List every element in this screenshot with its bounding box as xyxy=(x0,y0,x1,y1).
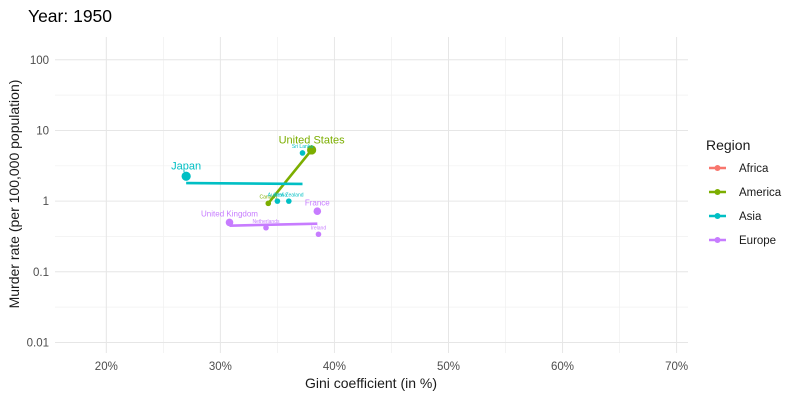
legend-item-america: America xyxy=(709,187,782,199)
y-tick-label: 10 xyxy=(36,125,49,137)
trend-layer xyxy=(186,149,318,227)
x-tick-label: 30% xyxy=(209,361,232,373)
data-point xyxy=(225,218,234,227)
point-label: Japan xyxy=(171,161,201,173)
legend-item-africa: Africa xyxy=(709,163,769,175)
legend-label: Africa xyxy=(739,163,769,175)
data-point xyxy=(307,145,317,155)
data-point xyxy=(313,207,322,216)
legend-item-europe: Europe xyxy=(709,235,776,247)
data-point xyxy=(181,171,191,181)
x-tick-label: 40% xyxy=(323,361,346,373)
x-tick-label: 60% xyxy=(551,361,574,373)
axis-layer: 20% 30% 40% 50% 60% 70% 0.01 0.1 1 10 100 xyxy=(27,55,689,373)
point-label: Ireland xyxy=(311,225,327,231)
legend-item-asia: Asia xyxy=(709,211,762,223)
data-point xyxy=(265,200,272,207)
point-label: Netherlands xyxy=(253,219,280,225)
grid-layer xyxy=(55,37,688,353)
point-label: Sri Lanka xyxy=(292,144,313,150)
legend-key-point xyxy=(714,237,721,243)
y-axis-title: Murder rate (per 100,000 population) xyxy=(6,80,22,309)
point-label-layer: United States Canada Japan Sri Lanka Austral… xyxy=(171,134,345,231)
point-label: New Zealand xyxy=(274,192,304,198)
x-axis-title: Gini coefficient (in %) xyxy=(305,375,437,391)
point-label: United States xyxy=(279,134,346,146)
legend-label: Asia xyxy=(739,211,762,223)
legend-title: Region xyxy=(706,137,750,153)
trend-line-asia xyxy=(186,181,303,186)
legend-key-point xyxy=(714,189,721,195)
x-tick-label: 50% xyxy=(437,361,460,373)
trend-line-europe xyxy=(229,222,318,227)
y-tick-label: 100 xyxy=(30,55,49,67)
legend-key-point xyxy=(714,165,721,171)
legend: Region Africa America Asia Europe xyxy=(706,137,782,247)
y-tick-label: 1 xyxy=(43,196,49,208)
point-label: Canada xyxy=(260,195,278,201)
trend-line-america xyxy=(267,149,313,205)
point-label: Australia xyxy=(268,192,288,198)
y-tick-label: 0.1 xyxy=(33,267,49,279)
data-point xyxy=(315,231,322,238)
x-tick-label: 20% xyxy=(95,361,118,373)
data-point xyxy=(274,198,281,204)
legend-key-point xyxy=(714,213,721,219)
x-tick-label: 70% xyxy=(665,361,688,373)
legend-items: Africa America Asia Europe xyxy=(709,163,782,247)
legend-label: America xyxy=(739,187,782,199)
data-point xyxy=(286,198,292,204)
data-point xyxy=(263,224,269,231)
point-layer xyxy=(181,145,322,238)
chart-title: Year: 1950 xyxy=(28,6,112,26)
legend-label: Europe xyxy=(739,235,776,247)
point-label: United Kingdom xyxy=(201,210,258,219)
y-tick-label: 0.01 xyxy=(27,337,49,349)
data-point xyxy=(299,150,306,156)
point-label: France xyxy=(305,198,330,207)
